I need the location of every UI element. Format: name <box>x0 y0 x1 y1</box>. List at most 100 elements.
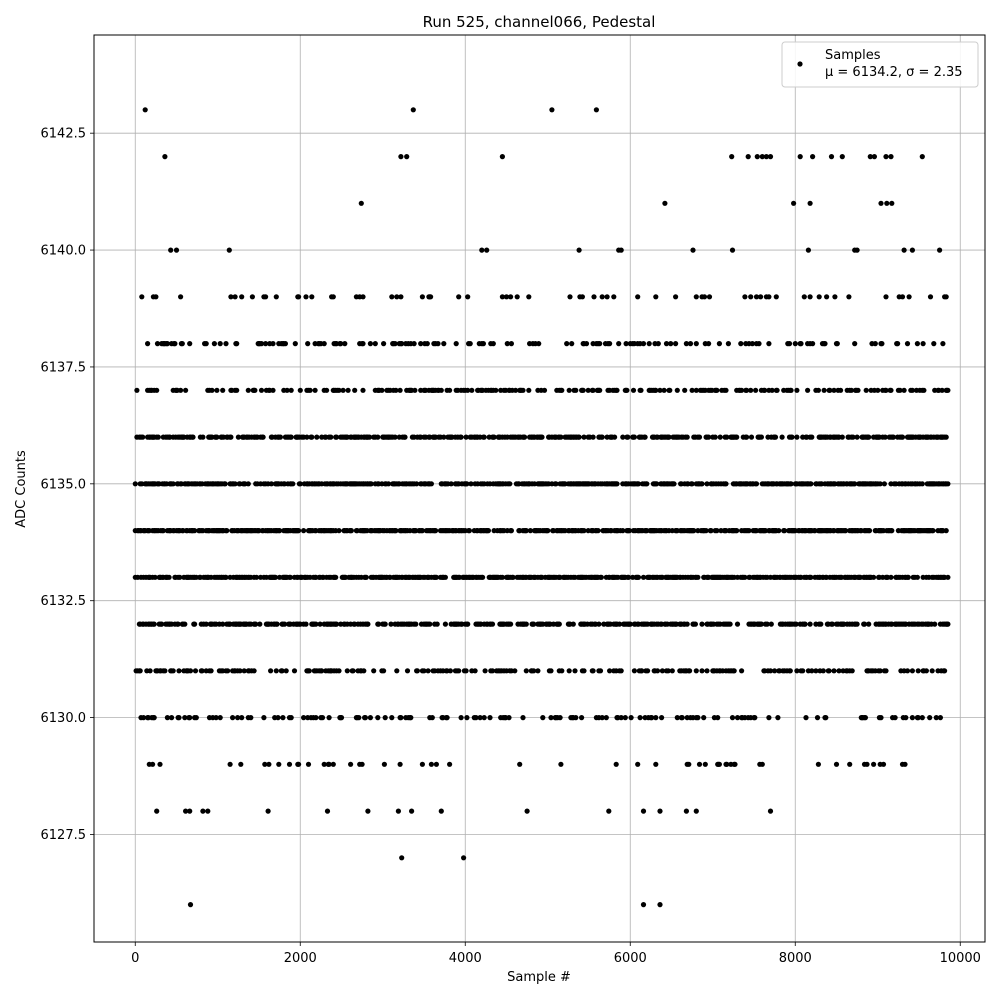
data-point <box>701 715 707 721</box>
data-point <box>480 341 486 347</box>
data-point <box>742 294 748 300</box>
data-point <box>945 387 951 393</box>
data-point <box>169 715 175 721</box>
data-point <box>504 341 510 347</box>
data-point <box>522 434 528 440</box>
data-point <box>927 294 934 300</box>
data-point <box>566 668 572 674</box>
data-point <box>566 387 572 393</box>
data-point <box>245 481 251 487</box>
data-point <box>767 154 774 160</box>
data-point <box>228 434 234 440</box>
data-point <box>220 621 226 627</box>
data-point <box>220 387 226 393</box>
data-point <box>883 294 889 300</box>
data-point <box>170 481 176 487</box>
data-point <box>742 574 748 580</box>
data-point <box>232 294 238 300</box>
data-point <box>513 387 519 393</box>
data-point <box>872 341 878 347</box>
data-point <box>493 387 499 393</box>
data-point <box>548 715 554 721</box>
data-point <box>326 761 332 767</box>
data-point <box>134 387 140 393</box>
data-point <box>398 294 404 300</box>
data-point <box>535 668 541 674</box>
data-point <box>691 528 697 534</box>
data-point <box>810 341 816 347</box>
data-point <box>241 668 247 674</box>
x-tick-label: 10000 <box>940 951 981 966</box>
data-point <box>312 387 318 393</box>
data-point <box>923 668 930 674</box>
data-point <box>199 668 205 674</box>
data-point <box>466 528 472 534</box>
data-point <box>154 808 160 814</box>
data-point <box>140 715 147 721</box>
data-point <box>878 200 884 206</box>
data-point <box>228 294 234 300</box>
data-point <box>665 668 671 674</box>
data-point <box>590 668 596 674</box>
data-point <box>645 668 651 674</box>
data-point <box>627 621 633 627</box>
data-point <box>763 154 770 160</box>
data-point <box>444 715 450 721</box>
data-point <box>909 668 916 674</box>
chart-title: Run 525, channel066, Pedestal <box>423 13 656 31</box>
data-point <box>753 481 760 487</box>
data-point <box>659 715 665 721</box>
data-point <box>683 341 690 347</box>
data-point <box>674 387 680 393</box>
data-point <box>367 715 373 721</box>
data-point <box>888 574 894 580</box>
data-point <box>303 621 309 627</box>
data-point <box>800 668 806 674</box>
data-point <box>807 200 813 206</box>
data-point <box>883 154 889 160</box>
data-point <box>465 387 471 393</box>
data-point <box>340 387 346 393</box>
data-point <box>640 902 647 908</box>
data-point <box>626 528 633 534</box>
data-point <box>734 715 741 721</box>
data-point <box>348 761 354 767</box>
data-point <box>447 387 453 393</box>
data-point <box>290 481 296 487</box>
data-point <box>693 294 699 300</box>
data-point <box>881 481 888 487</box>
data-point <box>769 387 775 393</box>
data-point <box>661 387 667 393</box>
data-point <box>599 715 605 721</box>
data-point <box>943 434 949 440</box>
data-point <box>662 200 668 206</box>
data-point <box>920 341 926 347</box>
data-point <box>734 434 740 440</box>
data-point <box>366 434 373 440</box>
data-point <box>929 668 935 674</box>
data-point <box>724 434 730 440</box>
data-point <box>598 574 605 580</box>
data-point <box>344 668 350 674</box>
data-point <box>781 528 788 534</box>
data-point <box>614 481 620 487</box>
data-point <box>717 434 723 440</box>
data-point <box>821 387 827 393</box>
data-point <box>145 341 151 347</box>
data-point <box>607 668 613 674</box>
data-point <box>738 341 744 347</box>
data-point <box>162 154 168 160</box>
data-point <box>731 668 737 674</box>
data-point <box>413 621 419 627</box>
data-point <box>855 387 861 393</box>
data-point <box>683 808 690 814</box>
data-point <box>622 715 628 721</box>
data-point <box>748 387 754 393</box>
data-point <box>427 621 433 627</box>
data-point <box>866 434 872 440</box>
data-point <box>671 481 677 487</box>
data-point <box>773 294 779 300</box>
data-point <box>620 434 626 440</box>
data-point <box>410 107 416 113</box>
data-point <box>654 481 660 487</box>
